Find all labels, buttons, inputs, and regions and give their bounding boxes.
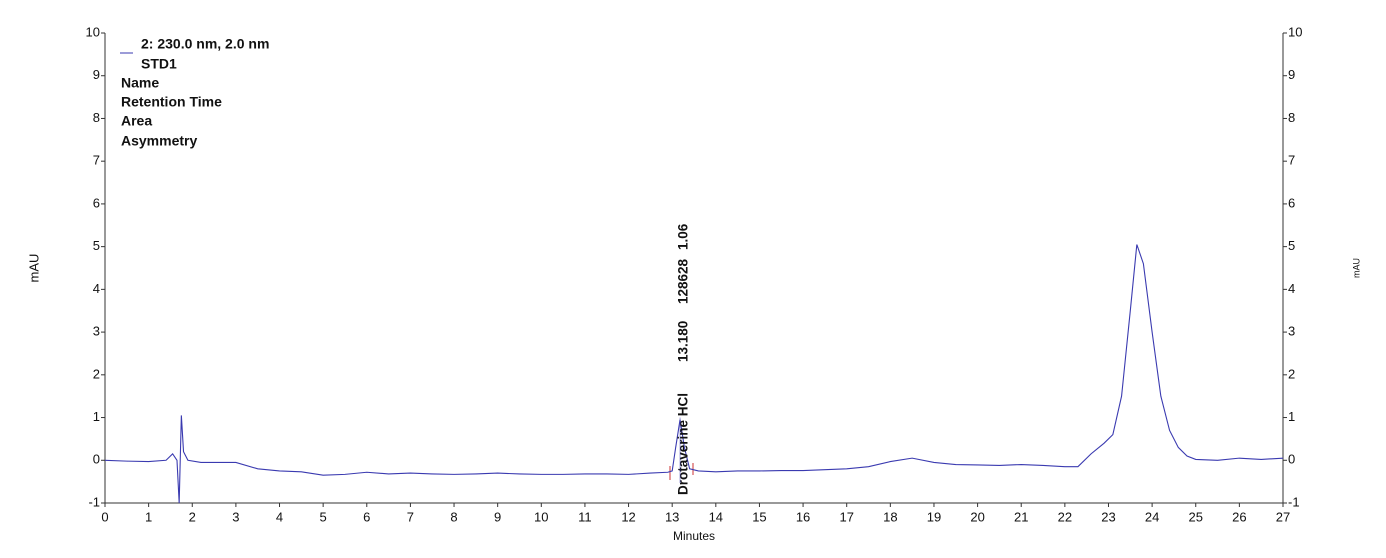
- x-tick-label: 25: [1189, 509, 1203, 524]
- x-tick-label: 0: [101, 509, 108, 524]
- x-tick-label: 9: [494, 509, 501, 524]
- y2-tick-label: 6: [1288, 195, 1295, 210]
- peak-label: 13.180: [676, 321, 691, 362]
- y2-tick-label: 2: [1288, 366, 1295, 381]
- y-tick-label: -1: [88, 494, 100, 509]
- peak-label: Drotaverine HCl: [676, 393, 691, 495]
- y2-tick-label: 3: [1288, 324, 1295, 339]
- x-tick-label: 2: [189, 509, 196, 524]
- x-tick-label: 12: [621, 509, 635, 524]
- y2-tick-label: 10: [1288, 24, 1302, 39]
- x-tick-label: 1: [145, 509, 152, 524]
- x-axis-label: Minutes: [673, 529, 715, 543]
- x-tick-label: 15: [752, 509, 766, 524]
- x-tick-label: 27: [1276, 509, 1290, 524]
- y2-tick-label: 4: [1288, 281, 1295, 296]
- x-tick-label: 19: [927, 509, 941, 524]
- x-tick-label: 17: [839, 509, 853, 524]
- x-tick-label: 10: [534, 509, 548, 524]
- y2-tick-label: 9: [1288, 67, 1295, 82]
- x-tick-label: 24: [1145, 509, 1159, 524]
- x-tick-label: 3: [232, 509, 239, 524]
- x-tick-label: 21: [1014, 509, 1028, 524]
- y2-tick-label: 1: [1288, 409, 1295, 424]
- legend-entry: Retention Time: [121, 94, 222, 110]
- y2-tick-label: 7: [1288, 153, 1295, 168]
- y-tick-label: 1: [93, 409, 100, 424]
- x-tick-label: 20: [970, 509, 984, 524]
- y2-tick-label: 0: [1288, 452, 1295, 467]
- legend-entry: Name: [121, 75, 159, 91]
- y-tick-label: 6: [93, 195, 100, 210]
- x-tick-label: 8: [450, 509, 457, 524]
- legend-entry: Asymmetry: [121, 133, 197, 149]
- y2-tick-label: 5: [1288, 238, 1295, 253]
- y-tick-label: 9: [93, 67, 100, 82]
- y-tick-label: 7: [93, 153, 100, 168]
- x-tick-label: 23: [1101, 509, 1115, 524]
- x-tick-label: 5: [320, 509, 327, 524]
- legend-entry: STD1: [141, 56, 177, 72]
- x-tick-label: 26: [1232, 509, 1246, 524]
- y-tick-label: 4: [93, 281, 100, 296]
- x-tick-label: 14: [709, 509, 723, 524]
- y-tick-label: 10: [86, 24, 100, 39]
- trace: [104, 244, 1284, 504]
- y2-tick-label: -1: [1288, 494, 1300, 509]
- y-tick-label: 0: [93, 452, 100, 467]
- y-tick-label: 8: [93, 110, 100, 125]
- legend-entry: Area: [121, 113, 152, 129]
- x-tick-label: 13: [665, 509, 679, 524]
- y-axis-label: mAU: [26, 254, 41, 283]
- x-tick-label: 4: [276, 509, 283, 524]
- peak-label: 1.06: [676, 223, 691, 250]
- y2-axis-label: mAU: [1351, 258, 1361, 278]
- y2-tick-label: 8: [1288, 110, 1295, 125]
- x-tick-label: 11: [578, 509, 592, 524]
- x-tick-label: 6: [363, 509, 370, 524]
- x-tick-label: 7: [407, 509, 414, 524]
- x-tick-label: 16: [796, 509, 810, 524]
- legend-entry: 2: 230.0 nm, 2.0 nm: [141, 36, 269, 52]
- peak-label: 128628: [676, 258, 691, 304]
- x-tick-label: 22: [1058, 509, 1072, 524]
- x-tick-label: 18: [883, 509, 897, 524]
- y-tick-label: 3: [93, 324, 100, 339]
- y-tick-label: 2: [93, 366, 100, 381]
- y-tick-label: 5: [93, 238, 100, 253]
